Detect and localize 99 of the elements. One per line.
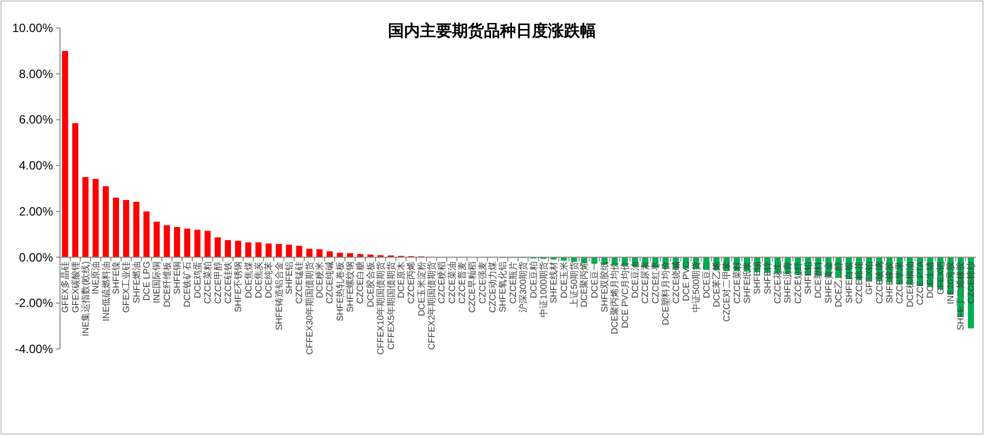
x-tick-label: SHFE镍 (110, 261, 121, 294)
x-tick-label: CZCE红枣 (650, 261, 660, 304)
x-tick-label: DCE LPG (142, 261, 152, 301)
x-tick-label: CFFEX10年期国债期货 (376, 261, 386, 355)
x-tick-label: DCE豆油 (630, 261, 640, 298)
x-tick-label: CZCE纯碱 (324, 261, 335, 304)
x-tick-label: SHFE白银 (844, 261, 854, 304)
x-tick-label: SHFE橡胶 (884, 261, 894, 304)
x-tick-label: GFEX碳酸锂 (70, 261, 80, 313)
x-tick-label: SHFE双胶纸 (600, 261, 610, 312)
x-tick-label: CZCE花生 (772, 261, 783, 304)
x-tick-label: 沪深300期货 (518, 261, 528, 312)
x-tick-label: DCE鸡蛋 (192, 261, 202, 298)
chart-title: 国内主要期货品种日度涨跌幅 (388, 21, 596, 40)
y-tick-label: 8.00% (18, 66, 54, 81)
x-tick-label: DCE纯苯 (264, 261, 274, 298)
x-tick-label: CZCE PTA (915, 261, 926, 306)
x-tick-label: DCE原木 (396, 261, 406, 298)
x-tick-label: DCE棕榈油 (904, 261, 915, 308)
x-tick-label: CZCE白糖 (355, 261, 366, 304)
x-tick-label: CZCE菜籽 (732, 261, 742, 304)
x-tick-label: CZCE短纤 (792, 261, 803, 304)
x-tick-label: CZCE棉花 (854, 261, 864, 304)
x-tick-label: INE国际铜 (152, 261, 162, 304)
x-tick-label: DCE豆粕 (528, 261, 538, 298)
x-tick-label: DCE纤维板 (162, 261, 172, 308)
x-tick-label: CZCE棉纱 (966, 261, 976, 304)
x-tick-label: DCE生猪 (925, 261, 936, 298)
x-tick-label: SHFE热轧卷板 (334, 261, 345, 322)
x-tick-label: DCE PVC月均价 (620, 261, 630, 328)
x-tick-label: DCE焦煤 (243, 261, 254, 298)
x-tick-label: CZCE烧碱 (670, 261, 681, 304)
x-tick-label: CZCE锰硅 (294, 261, 304, 304)
y-tick-label: 10.00% (12, 21, 54, 35)
x-tick-label: CZCE强麦 (477, 261, 488, 304)
x-tick-label: DCE塑料月均价 (660, 261, 671, 326)
x-tick-label: GFEX工业硅 (121, 261, 132, 313)
x-tick-label: SHFE线材 (548, 261, 559, 304)
x-tick-label: SHFE铅 (803, 261, 814, 294)
x-tick-label: CFFEX30年期国债期货 (304, 261, 314, 355)
x-tick-label: SHFE燃油 (131, 261, 142, 304)
x-tick-label: SHFE氧化铝 (498, 261, 508, 312)
y-tick-label: -2.00% (14, 296, 54, 310)
x-tick-label: 中证500期货 (691, 261, 702, 312)
x-tick-label: INE低硫燃料油 (100, 261, 111, 322)
x-tick-label: CZCE玻璃 (874, 261, 884, 304)
x-tick-label: CZCE丙烯 (406, 261, 416, 304)
x-tick-label: CZCE早籼稻 (467, 261, 478, 313)
x-tick-label: SHFE纸浆 (742, 261, 752, 304)
x-tick-label: DCE聚丙烯 (579, 261, 590, 308)
x-tick-label: SHFE锌 (762, 261, 772, 294)
x-tick-label: CZCE硅铁 (222, 261, 233, 304)
y-tick-label: 4.00% (18, 158, 54, 173)
x-tick-label: CZCE对二甲苯 (722, 261, 732, 322)
x-tick-label: DCE乙二醇 (834, 261, 844, 308)
x-tick-label: SHFE铜 (172, 261, 182, 294)
x-tick-label: DCE苯乙烯 (711, 261, 722, 308)
x-tick-label: GFEX多晶硅 (60, 261, 70, 313)
x-tick-label: SHFE锡 (752, 261, 762, 294)
x-tick-label: SHFE螺纹钢 (345, 261, 356, 312)
x-tick-label: DCE玉米淀粉 (416, 261, 426, 316)
x-tick-label: 上证50期货 (568, 261, 579, 308)
y-tick-label: 6.00% (18, 112, 54, 127)
x-tick-label: CZCE尿素 (640, 261, 650, 304)
x-tick-label: DCE焦炭 (253, 261, 264, 298)
x-tick-label: INE集运指数(欧线) (80, 261, 90, 336)
x-tick-label: SHFE沥青 (782, 261, 793, 304)
x-tick-label: CZCE苹果 (894, 261, 905, 304)
x-tick-label: SHFE铸造铝合金 (274, 261, 284, 330)
x-tick-label: CZCE动力煤 (488, 261, 498, 313)
y-tick-label: -4.00% (14, 342, 54, 356)
x-tick-label: DCE塑料 (813, 261, 824, 298)
x-tick-label: INE原油 (90, 261, 101, 294)
x-tick-label: CFFEX5年期国债期货 (386, 261, 396, 350)
x-tick-label: DCE豆一 (589, 261, 600, 298)
x-tick-label: DCE玉米 (558, 261, 569, 298)
x-tick-label: CZCE菜粕 (202, 261, 213, 304)
x-tick-label: DCE铁矿石 (182, 261, 192, 308)
x-tick-label: CZCE菜油 (446, 261, 457, 304)
x-tick-label: CZCE粳稻 (436, 261, 447, 304)
x-tick-label: DCE粳米 (314, 261, 325, 298)
x-tick-label: 中证1000期货 (538, 261, 548, 318)
x-tick-label: GFEX钯 (935, 261, 946, 295)
x-tick-label: INE20号胶 (946, 261, 956, 304)
x-tick-label: CFFEX2年期国债期货 (426, 261, 436, 350)
y-tick-label: 0.00% (18, 250, 54, 264)
x-tick-label: DCE PVC (680, 260, 691, 302)
x-tick-label: DCE聚丙烯月均价 (610, 261, 620, 334)
y-tick-label: 2.00% (18, 204, 54, 218)
x-tick-label: CZCE瓶片 (508, 261, 518, 304)
x-tick-label: SHFE不锈钢 (233, 261, 244, 312)
x-tick-label: DCE胶合板 (365, 261, 376, 308)
x-tick-label: CZCE普麦 (457, 261, 468, 304)
x-tick-label: SHFE黄金 (823, 261, 834, 304)
x-tick-label: DCE豆二 (701, 261, 712, 298)
x-tick-label: CZCE甲醇 (212, 261, 223, 304)
x-tick-label: SHFE铝 (284, 261, 294, 294)
x-tick-label: GFEX铂 (864, 261, 874, 295)
x-tick-label: SHFE丁二烯橡胶 (956, 261, 966, 330)
